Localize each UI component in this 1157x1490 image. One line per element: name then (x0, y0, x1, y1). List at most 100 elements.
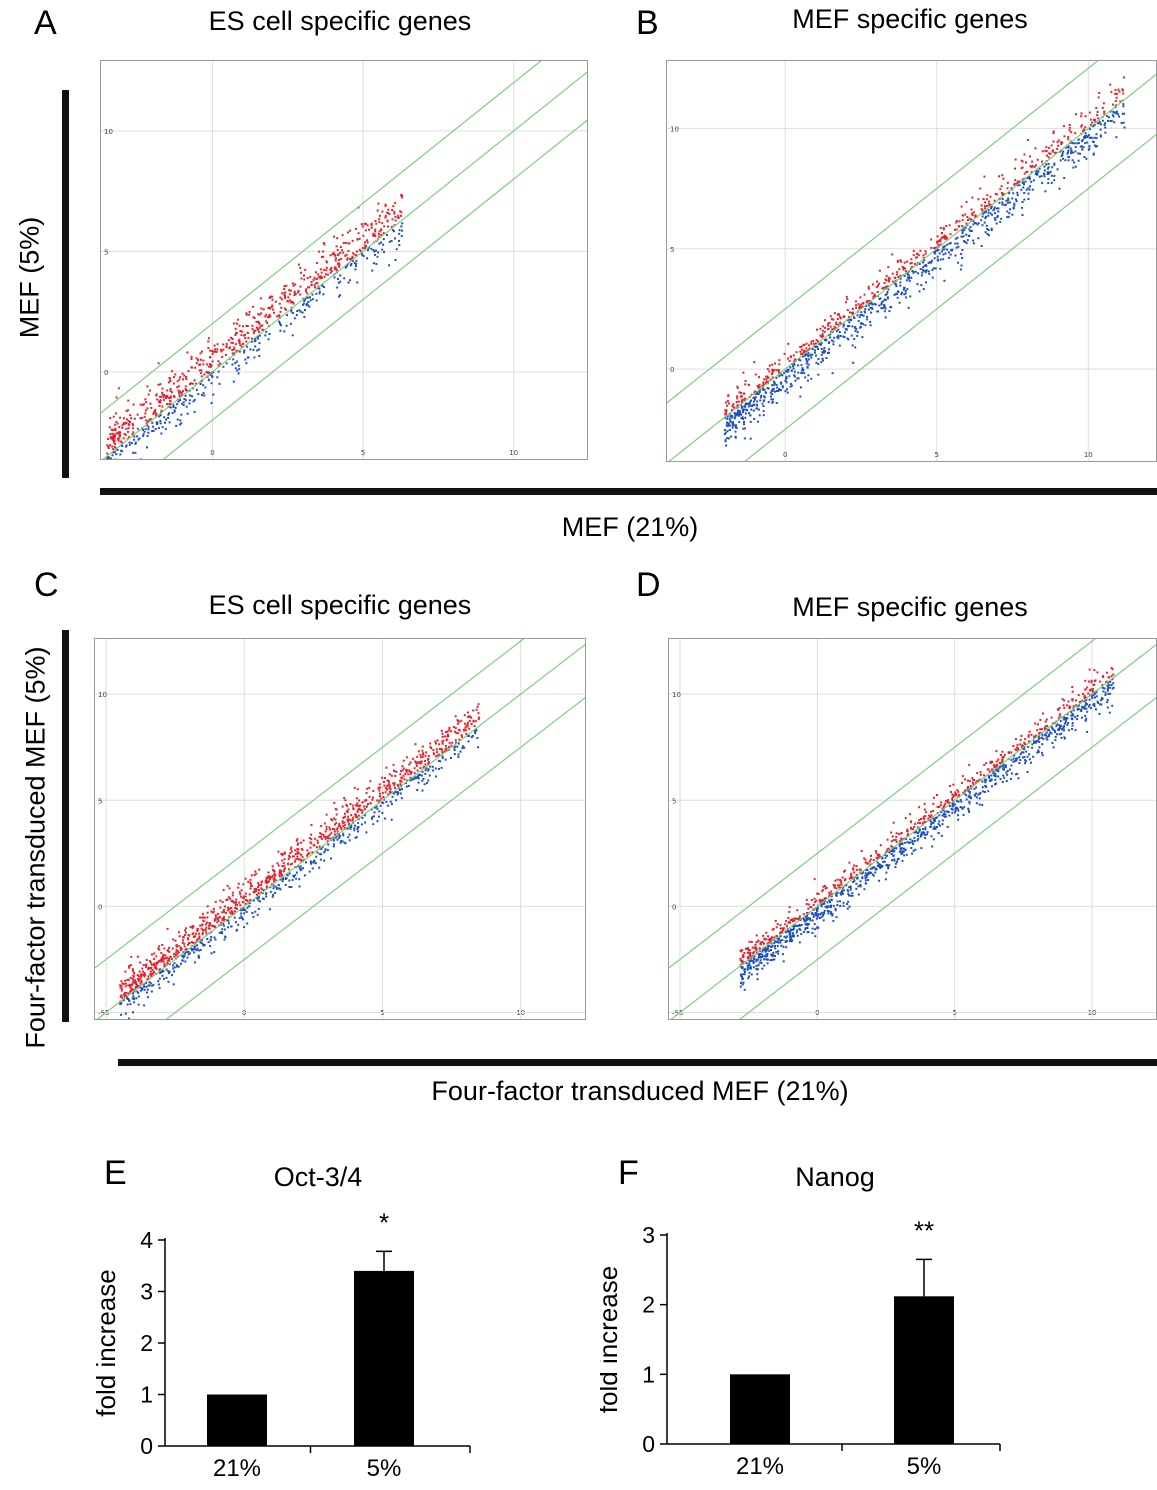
scatter-point (931, 821, 934, 824)
scatter-point (844, 878, 847, 881)
scatter-point (1002, 763, 1005, 766)
scatter-point (339, 246, 342, 248)
scatter-point (304, 309, 306, 311)
scatter-point (146, 978, 149, 981)
scatter-point (800, 933, 803, 936)
scatter-point (1022, 181, 1025, 184)
scatter-point (438, 743, 441, 746)
scatter-point (855, 868, 858, 871)
scatter-point (115, 453, 118, 456)
scatter-point (1033, 741, 1035, 744)
scatter-point (209, 373, 212, 376)
scatter-point (1066, 723, 1069, 726)
scatter-point (141, 417, 144, 419)
scatter-point (218, 931, 221, 934)
scatter-point (251, 912, 254, 914)
scatter-point (239, 344, 242, 347)
scatter-point (1077, 138, 1080, 141)
scatter-point (145, 991, 148, 994)
scatter-point (839, 891, 842, 894)
scatter-point (152, 983, 155, 986)
scatter-point (313, 276, 316, 279)
scatter-point (958, 220, 961, 223)
scatter-point (868, 302, 871, 305)
scatter-point (757, 939, 760, 942)
scatter-point (1055, 151, 1058, 154)
scatter-point (1093, 703, 1096, 705)
scatter-point (467, 716, 470, 718)
scatter-point (957, 795, 960, 798)
scatter-point (816, 892, 819, 895)
scatter-point (966, 787, 969, 790)
scatter-point (823, 339, 826, 341)
scatter-point (343, 821, 346, 824)
scatter-point (448, 729, 451, 732)
scatter-point (143, 988, 146, 991)
scatter-point (948, 242, 951, 245)
scatter-point (427, 779, 430, 782)
scatter-point (420, 762, 423, 765)
scatter-point (133, 981, 136, 984)
scatter-point (731, 416, 734, 419)
scatter-point (247, 356, 250, 359)
scatter-point (159, 401, 162, 404)
scatter-point (1098, 712, 1101, 715)
y-tick-label: 1 (140, 1382, 153, 1408)
scatter-point (142, 973, 145, 976)
scatter-point (267, 871, 270, 874)
scatter-point (146, 446, 148, 449)
scatter-point (983, 779, 986, 782)
scatter-point (1056, 733, 1058, 736)
scatter-point (742, 418, 744, 420)
scatter-point (1097, 96, 1100, 99)
scatter-point (210, 924, 213, 927)
scatter-point (121, 450, 124, 453)
scatter-point (1102, 686, 1104, 689)
scatter-point (1107, 119, 1109, 122)
scatter-point (124, 982, 127, 985)
scatter-point (166, 959, 169, 962)
scatter-point (824, 885, 827, 887)
scatter-point (162, 958, 165, 961)
scatter-point (768, 938, 771, 941)
scatter-point (761, 967, 764, 970)
scatter-point (828, 321, 831, 324)
scatter-point (741, 967, 744, 970)
scatter-point (893, 850, 896, 853)
scatter-point (941, 819, 944, 822)
scatter-point (805, 922, 808, 925)
scatter-point (985, 205, 988, 207)
scatter-point (1055, 725, 1058, 728)
scatter-point (183, 952, 186, 955)
scatter-point (845, 328, 848, 331)
scatter-point (379, 795, 381, 798)
scatter-point (1107, 686, 1110, 689)
scatter-point (297, 858, 300, 861)
scatter-point (228, 887, 231, 890)
scatter-point (149, 961, 152, 964)
scatter-point (151, 984, 154, 987)
scatter-point (859, 325, 862, 328)
scatter-point (443, 735, 446, 738)
scatter-point (408, 763, 411, 766)
scatter-point (137, 995, 140, 998)
scatter-point (959, 798, 962, 801)
scatter-point (320, 825, 323, 828)
scatter-point (753, 391, 756, 394)
scatter-point (734, 424, 737, 427)
scatter-point (780, 389, 783, 392)
scatter-point (1070, 131, 1073, 134)
scatter-point (143, 985, 145, 988)
scatter-point (1091, 690, 1094, 693)
scatter-point (951, 802, 954, 805)
scatter-point (385, 800, 388, 803)
scatter-point (981, 209, 984, 212)
scatter-point (850, 334, 853, 337)
scatter-point (424, 772, 427, 775)
scatter-point (907, 306, 910, 309)
scatter-point (803, 344, 806, 346)
scatter-point (966, 216, 969, 218)
scatter-point (881, 856, 884, 859)
scatter-point (886, 291, 889, 293)
scatter-point (965, 794, 968, 797)
